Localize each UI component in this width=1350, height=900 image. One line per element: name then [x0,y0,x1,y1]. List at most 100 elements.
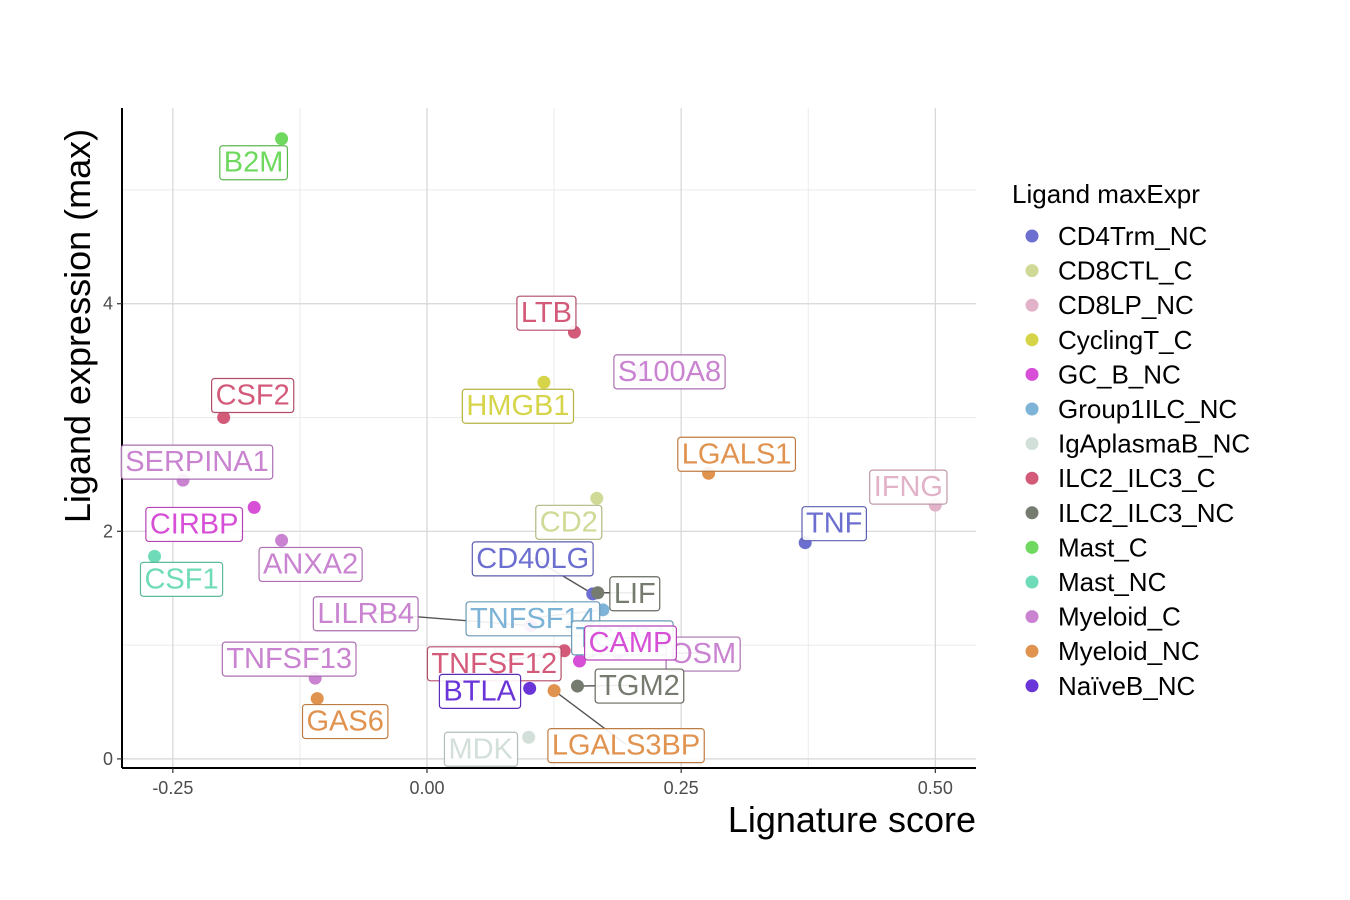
label-text: HMGB1 [466,390,569,422]
label-text: GAS6 [307,706,384,738]
legend-label: CyclingT_C [1058,325,1192,355]
point-label-lgals1: LGALS1 [677,436,797,472]
point-labels: B2M LTB S100A8 HMGB1 CSF2 LGALS1 SERPINA1 IFNG C… [120,145,948,767]
label-box [547,728,705,764]
point-label-btla: BTLA [438,673,522,709]
legend-label: GC_B_NC [1058,359,1181,389]
legend-key [1025,229,1039,243]
label-text: CD40LG [476,543,589,575]
label-text: LGALS1 [682,438,792,470]
point-label-mdk: MDK [443,731,519,767]
legend-key [1025,644,1039,658]
label-box [139,561,224,597]
label-text: CSF2 [216,380,290,412]
point-label-hmgb1: HMGB1 [461,388,575,424]
label-box [210,377,295,414]
label-box [461,388,575,424]
legend-label: NaïveB_NC [1058,671,1195,701]
label-box [465,601,601,637]
label-text: CAMP [589,627,673,659]
data-point-tgm2 [570,679,584,693]
label-text: CSF1 [144,563,218,595]
label-box [613,354,726,390]
label-text: ANXA2 [263,548,358,580]
data-point-mdk [522,730,536,744]
legend-label: Myeloid_C [1058,602,1181,632]
label-text: LTB [521,297,572,329]
label-box [471,541,594,577]
legend-key [1025,298,1039,312]
data-point-hmgb1 [537,375,551,389]
legend-key [1025,506,1039,520]
point-label-tnf: TNF [801,506,867,542]
legend-item: Mast_NC [1025,567,1166,597]
point-label-cd2: CD2 [535,504,603,540]
legend-item: ILC2_ILC3_NC [1025,498,1234,528]
label-box [594,668,685,704]
x-tick-label: -0.25 [152,778,193,798]
y-tick-label: 0 [103,749,113,769]
data-point-gas6 [310,692,324,706]
label-box [535,504,603,540]
legend-key [1025,679,1039,693]
point-label-lilrb4: LILRB4 [312,596,419,632]
label-box [219,145,289,181]
x-tick-label: 0.00 [409,778,444,798]
point-label-ltb: LTB [516,295,577,331]
legend-key [1025,264,1039,278]
legend-item: CD8CTL_C [1025,256,1192,286]
data-point-b2m [275,132,289,146]
x-tick-label: 0.25 [664,778,699,798]
tick-labels: -0.25 0.00 0.25 0.50 0 2 4 [103,294,953,798]
point-label-camp: CAMP [584,625,677,661]
label-text: BTLA [443,675,516,707]
label-text: TNFSF13 [226,643,352,675]
legend-item: Mast_C [1025,532,1148,562]
data-point-btla [523,681,537,695]
point-label-lgals3bp: LGALS3BP [547,728,705,764]
label-box [221,641,357,677]
label-box [438,673,522,709]
label-box [516,295,577,331]
label-text: S100A8 [618,356,721,388]
label-text: IFNG [874,471,943,503]
point-label-csf1: CSF1 [139,561,224,597]
label-box [801,506,867,542]
legend-key [1025,333,1039,347]
legend-item: NaïveB_NC [1025,671,1195,701]
label-text: B2M [224,147,284,179]
data-point-lgals3bp [547,684,561,698]
legend-label: CD8LP_NC [1058,290,1194,320]
label-box [869,469,948,505]
point-label-anxa2: ANXA2 [258,546,363,583]
legend-label: Myeloid_NC [1058,636,1200,666]
point-label-cirbp: CIRBP [145,506,244,543]
label-box [584,625,677,661]
legend-item: CD4Trm_NC [1025,221,1207,251]
point-label-gas6: GAS6 [301,703,389,740]
label-box [301,703,389,740]
legend-key [1025,540,1039,554]
legend-label: Mast_C [1058,532,1148,562]
legend-label: CD8CTL_C [1058,256,1192,286]
x-tick-label: 0.50 [918,778,953,798]
label-text: OSM [670,638,736,670]
legend-label: Group1ILC_NC [1058,394,1237,424]
legend-key [1025,437,1039,451]
legend-key [1025,471,1039,485]
data-point-csf1 [148,549,162,563]
legend-title: Ligand maxExpr [1012,179,1200,209]
legend-key [1025,575,1039,589]
y-tick-label: 4 [103,294,113,314]
legend-label: CD4Trm_NC [1058,221,1207,251]
label-box [677,436,797,472]
data-point-camp [573,654,586,668]
point-label-b2m: B2M [219,145,289,181]
label-text: TGM2 [599,670,680,702]
point-label-lif: LIF [609,576,661,612]
label-text: CD2 [540,506,598,538]
legend-item: Myeloid_C [1025,602,1181,632]
point-label-osm: OSM [665,636,741,672]
y-tick-label: 2 [103,521,113,541]
